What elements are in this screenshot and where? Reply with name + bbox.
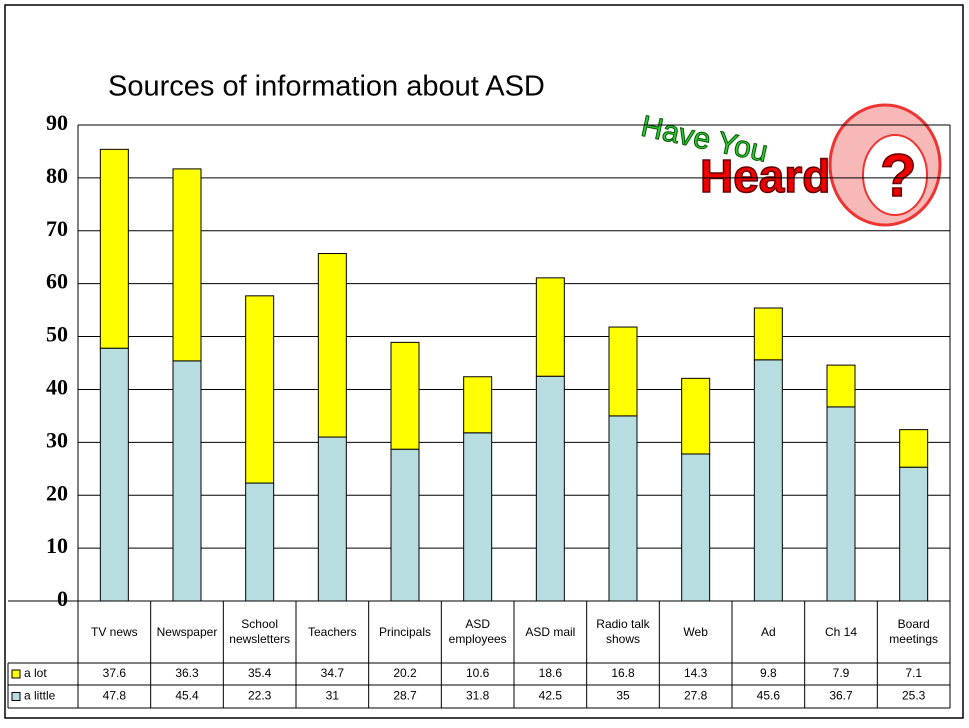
x-tick-cell: School newsletters <box>229 617 290 646</box>
data-label: 20.2 <box>393 666 417 680</box>
data-label: 28.7 <box>393 689 417 703</box>
bar-segment <box>317 253 347 438</box>
bar-segment <box>826 364 856 408</box>
bar-segment <box>608 326 638 417</box>
bar-segment <box>390 448 420 602</box>
data-label: 31 <box>326 689 340 703</box>
x-tick-label: Newspaper <box>156 624 218 639</box>
x-tick-cell: TV news <box>90 624 138 639</box>
bar-segment <box>245 482 275 602</box>
bar-segment <box>99 347 129 602</box>
x-tick-label: Ch 14 <box>824 624 857 639</box>
y-tick-label: 0 <box>57 586 68 611</box>
data-label: 7.1 <box>905 666 922 680</box>
x-tick-cell: ASD mail <box>525 624 576 639</box>
bar-segment <box>681 377 711 455</box>
legend-label: a little <box>24 689 56 703</box>
data-label: 16.8 <box>611 666 635 680</box>
bar-segment <box>463 376 493 434</box>
x-tick-cell: Ad <box>760 624 776 639</box>
data-label: 36.3 <box>175 666 199 680</box>
bar-segment <box>245 295 275 484</box>
data-label: 35.4 <box>248 666 272 680</box>
bar-segment <box>681 453 711 602</box>
data-label: 34.7 <box>321 666 345 680</box>
x-tick-label: Teachers <box>307 624 357 639</box>
data-label: 45.4 <box>175 689 199 703</box>
y-tick-label: 80 <box>46 163 68 188</box>
data-label: 36.7 <box>829 689 853 703</box>
x-tick-cell: Board meetings <box>889 617 938 646</box>
x-tick-label: TV news <box>90 624 138 639</box>
data-label: 42.5 <box>539 689 563 703</box>
bar-segment <box>172 168 202 362</box>
legend-label: a lot <box>24 666 47 680</box>
x-tick-cell: Web <box>683 624 708 639</box>
x-tick-label: Ad <box>760 624 776 639</box>
bar-segment <box>390 341 420 450</box>
legend-swatch <box>11 669 21 679</box>
bar-segment <box>172 360 202 602</box>
x-tick-cell: Principals <box>378 624 431 639</box>
bar-segment <box>535 375 565 602</box>
bar-segment <box>753 307 783 361</box>
legend-swatch <box>11 692 21 701</box>
data-label: 18.6 <box>539 666 563 680</box>
bar-segment <box>826 406 856 602</box>
x-tick-label: ASD employees <box>448 617 507 646</box>
x-tick-label: ASD mail <box>525 624 576 639</box>
x-tick-cell: Teachers <box>307 624 357 639</box>
bar-segment <box>899 466 929 602</box>
clipart-text: ? <box>880 142 917 209</box>
data-label: 25.3 <box>902 689 926 703</box>
x-tick-cell: ASD employees <box>448 617 507 646</box>
x-tick-cell: Radio talk shows <box>596 617 650 646</box>
bar-segment <box>753 359 783 602</box>
bar-segment <box>899 429 929 468</box>
chart-title: Sources of information about ASD <box>108 71 545 103</box>
clipart-text: Heard <box>700 150 830 202</box>
x-tick-label: Web <box>683 624 708 639</box>
bar-segment <box>317 436 347 602</box>
data-label: 45.6 <box>757 689 781 703</box>
y-tick-label: 50 <box>46 322 68 347</box>
y-tick-label: 30 <box>46 427 68 452</box>
data-label: 22.3 <box>248 689 272 703</box>
data-label: 37.6 <box>103 666 127 680</box>
bar-segment <box>608 415 638 602</box>
x-tick-label: Radio talk shows <box>596 617 650 646</box>
y-tick-label: 90 <box>46 110 68 135</box>
data-label: 10.6 <box>466 666 490 680</box>
y-tick-label: 40 <box>46 374 68 399</box>
data-label: 7.9 <box>833 666 850 680</box>
y-tick-label: 20 <box>46 480 68 505</box>
bar-segment <box>99 148 129 349</box>
y-tick-label: 70 <box>46 216 68 241</box>
x-tick-label: School newsletters <box>229 617 290 646</box>
bar-segment <box>535 277 565 377</box>
y-tick-label: 10 <box>46 533 68 558</box>
data-label: 35 <box>616 689 630 703</box>
x-tick-label: Board meetings <box>889 617 938 646</box>
x-tick-cell: Ch 14 <box>824 624 857 639</box>
clipart-bubble <box>862 134 928 216</box>
x-tick-label: Principals <box>378 624 431 639</box>
data-label: 47.8 <box>103 689 127 703</box>
y-tick-label: 60 <box>46 269 68 294</box>
data-label: 14.3 <box>684 666 708 680</box>
data-label: 27.8 <box>684 689 708 703</box>
x-tick-cell: Newspaper <box>156 624 218 639</box>
data-label: 9.8 <box>760 666 777 680</box>
data-label: 31.8 <box>466 689 490 703</box>
bar-segment <box>463 432 493 602</box>
